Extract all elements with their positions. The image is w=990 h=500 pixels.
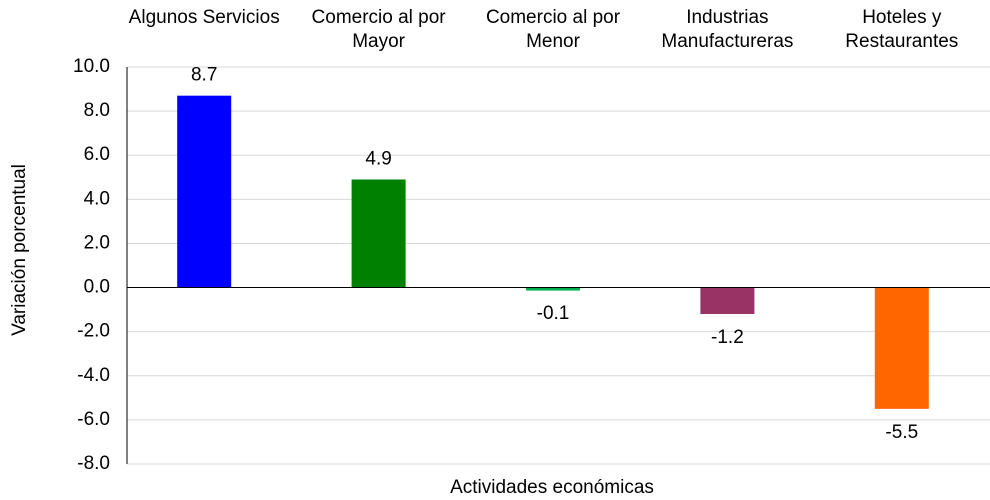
x-axis-label: Actividades económicas [450,477,654,498]
category-label: Hoteles y Restaurantes [845,7,959,52]
y-tick-label: 6.0 [84,144,110,165]
value-label: -1.2 [711,327,744,348]
y-tick-label: -6.0 [77,409,110,430]
y-tick-label: -4.0 [77,365,110,386]
y-tick-label: 0.0 [84,277,110,298]
category-label: Comercio al por Mayor [311,7,446,52]
category-label: Comercio al por Menor [485,7,621,52]
y-axis-label: Variación porcentual [9,164,30,336]
value-label: -5.5 [885,422,918,443]
y-tick-label: -2.0 [77,321,110,342]
bar [526,287,580,291]
y-tick-label: 10.0 [73,56,110,77]
y-tick-label: 8.0 [84,100,110,121]
bar [351,179,406,288]
y-tick-label: 2.0 [84,232,110,253]
value-label: 8.7 [191,65,217,86]
y-tick-label: -8.0 [77,453,110,474]
value-label: -0.1 [537,303,570,324]
bar [700,287,755,315]
value-label: 4.9 [365,148,391,169]
bar [874,287,929,409]
category-label: Industrias Manufactureras [661,7,794,52]
y-tick-label: 4.0 [84,188,110,209]
bar [177,95,232,288]
category-label: Algunos Servicios [128,7,280,28]
